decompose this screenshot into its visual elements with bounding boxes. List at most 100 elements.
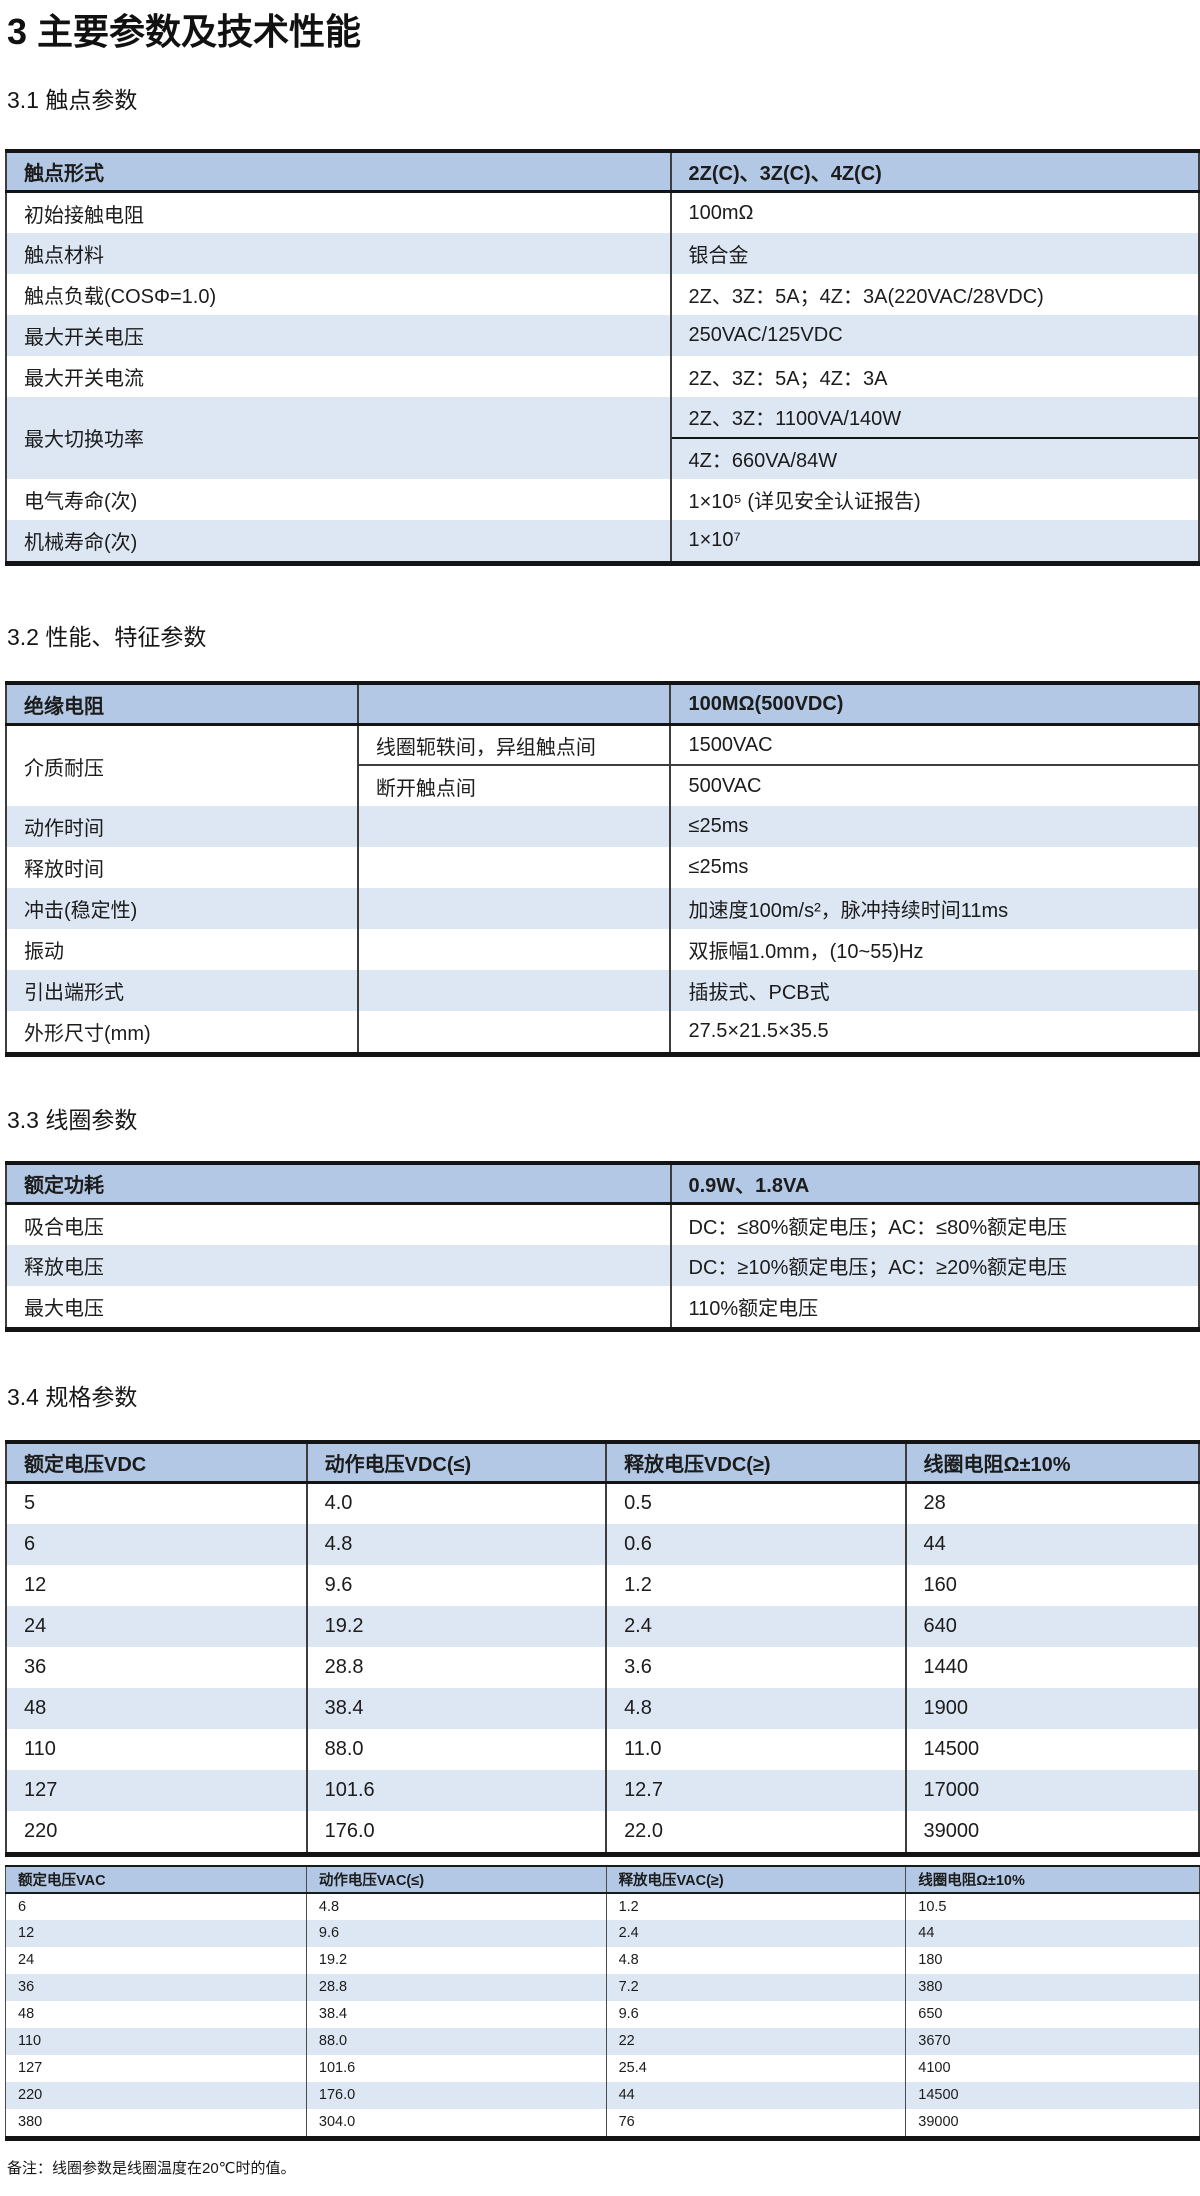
- cell: 650: [905, 2000, 1200, 2028]
- cell: 2.4: [605, 1919, 906, 1947]
- table-row: 127 101.6 25.4 4100: [5, 2054, 1200, 2082]
- footnote: 备注：线圈参数是线圈温度在20℃时的值。: [7, 2159, 296, 2177]
- row-empty-cell: [356, 1011, 671, 1053]
- table-header-row: 额定电压VAC 动作电压VAC(≤) 释放电压VAC(≥) 线圈电阻Ω±10%: [5, 1865, 1200, 1894]
- header-value-cell: 2Z(C)、3Z(C)、4Z(C): [669, 150, 1200, 194]
- cell: 3.6: [605, 1646, 906, 1688]
- table-row: 36 28.8 7.2 380: [5, 1973, 1200, 2001]
- header-label-cell: 触点形式: [5, 150, 671, 194]
- cell: 17000: [904, 1769, 1200, 1811]
- coil-parameters-table: 额定功耗 0.9W、1.8VA 吸合电压 DC：≤80%额定电压；AC：≤80%…: [5, 1160, 1200, 1327]
- table-header-row: 触点形式 2Z(C)、3Z(C)、4Z(C): [5, 150, 1200, 194]
- cell: 14500: [904, 1728, 1200, 1770]
- cell: 28.8: [305, 1973, 607, 2001]
- cell: 1.2: [605, 1564, 906, 1606]
- row-value-cell: DC：≥10%额定电压；AC：≥20%额定电压: [669, 1244, 1200, 1286]
- table-row: 12 9.6 1.2 160: [5, 1564, 1200, 1606]
- row-label-cell: 机械寿命(次): [5, 519, 671, 561]
- table-row: 断开触点间 500VAC: [6, 765, 1200, 807]
- header-value-cell: 100MΩ(500VDC): [669, 683, 1200, 726]
- cell: 24: [5, 1946, 307, 1974]
- cell: 14500: [905, 2081, 1200, 2109]
- header-cell: 额定电压VAC: [5, 1865, 307, 1894]
- cell: 88.0: [305, 1728, 607, 1770]
- performance-parameters-table: 绝缘电阻 100MΩ(500VDC) 介质耐压 线圈轭轶间，异组触点间 1500…: [5, 681, 1200, 1053]
- row-value-cell: 27.5×21.5×35.5: [669, 1011, 1200, 1053]
- cell: 12: [5, 1919, 307, 1947]
- row-label-cell: 介质耐压: [5, 724, 358, 807]
- table-header-row: 绝缘电阻 100MΩ(500VDC): [5, 683, 1200, 726]
- row-value-cell: 100mΩ: [669, 191, 1200, 233]
- row-value-cell: 250VAC/125VDC: [669, 314, 1200, 356]
- cell: 0.5: [605, 1482, 906, 1524]
- cell: 44: [904, 1523, 1200, 1565]
- row-label-cell: 吸合电压: [5, 1203, 671, 1245]
- table-row: 初始接触电阻 100mΩ: [5, 191, 1200, 233]
- table-row: 最大开关电压 250VAC/125VDC: [5, 314, 1200, 356]
- row-label-cell: 释放时间: [5, 847, 358, 889]
- cell: 19.2: [305, 1946, 607, 1974]
- cell: 1440: [904, 1646, 1200, 1688]
- cell: 220: [5, 1810, 307, 1852]
- table-row: 介质耐压 线圈轭轶间，异组触点间 1500VAC: [5, 724, 1200, 807]
- cell: 44: [605, 2081, 906, 2109]
- row-label-cell: 冲击(稳定性): [5, 888, 358, 930]
- table-row: 220 176.0 44 14500: [5, 2081, 1200, 2109]
- table-row: 释放时间 ≤25ms: [5, 847, 1200, 889]
- cell: 39000: [904, 1810, 1200, 1852]
- header-cell: 线圈电阻Ω±10%: [905, 1865, 1200, 1894]
- row-empty-cell: [356, 806, 671, 848]
- cell: 101.6: [305, 1769, 607, 1811]
- row-value-cell: 110%额定电压: [669, 1285, 1200, 1327]
- row-label-cell: 最大电压: [5, 1285, 671, 1327]
- header-cell: 额定电压VDC: [5, 1441, 307, 1485]
- row-value-cell: 银合金: [669, 232, 1200, 274]
- cell: 39000: [905, 2108, 1200, 2136]
- spec-vac-table: 额定电压VAC 动作电压VAC(≤) 释放电压VAC(≥) 线圈电阻Ω±10% …: [5, 1864, 1200, 2136]
- cell: 1900: [904, 1687, 1200, 1729]
- row-label-cell: 最大开关电流: [5, 355, 671, 397]
- row-label-cell: 引出端形式: [5, 970, 358, 1012]
- table-row: 36 28.8 3.6 1440: [5, 1646, 1200, 1688]
- table-row: 24 19.2 4.8 180: [5, 1946, 1200, 1974]
- header-label-cell: 额定功耗: [5, 1162, 671, 1206]
- table-end-rule: [5, 560, 1200, 566]
- row-value-cell: 1×10⁷: [669, 519, 1200, 561]
- header-cell: 动作电压VDC(≤): [305, 1441, 607, 1485]
- row-label-cell: 触点负载(COSΦ=1.0): [5, 273, 671, 315]
- section-heading-performance: 3.2 性能、特征参数: [7, 623, 207, 650]
- cell: 0.6: [605, 1523, 906, 1565]
- header-cell: 释放电压VDC(≥): [605, 1441, 906, 1485]
- cell: 25.4: [605, 2054, 906, 2082]
- cell: 36: [5, 1646, 307, 1688]
- table-row: 110 88.0 11.0 14500: [5, 1728, 1200, 1770]
- table-row: 380 304.0 76 39000: [5, 2108, 1200, 2136]
- cell: 19.2: [305, 1605, 607, 1647]
- row-value-cell: 插拔式、PCB式: [669, 970, 1200, 1012]
- cell: 11.0: [605, 1728, 906, 1770]
- table-row: 48 38.4 4.8 1900: [5, 1687, 1200, 1729]
- table-end-rule: [5, 1851, 1200, 1857]
- row-empty-cell: [356, 888, 671, 930]
- row-value-cell: 1×10⁵ (详见安全认证报告): [669, 478, 1200, 520]
- cell: 380: [905, 1973, 1200, 2001]
- table-header-row: 额定电压VDC 动作电压VDC(≤) 释放电压VDC(≥) 线圈电阻Ω±10%: [5, 1441, 1200, 1485]
- cell: 4100: [905, 2054, 1200, 2082]
- header-cell: 动作电压VAC(≤): [305, 1865, 607, 1894]
- table-row: 触点材料 银合金: [5, 232, 1200, 274]
- cell: 127: [5, 1769, 307, 1811]
- table-row: 吸合电压 DC：≤80%额定电压；AC：≤80%额定电压: [5, 1203, 1200, 1245]
- cell: 220: [5, 2081, 307, 2109]
- cell: 10.5: [905, 1892, 1200, 1920]
- spec-vdc-table: 额定电压VDC 动作电压VDC(≤) 释放电压VDC(≥) 线圈电阻Ω±10% …: [5, 1439, 1200, 1852]
- table-row: 最大切换功率 2Z、3Z：1100VA/140W: [5, 396, 1200, 479]
- row-empty-cell: [356, 970, 671, 1012]
- cell: 180: [905, 1946, 1200, 1974]
- cell: 88.0: [305, 2027, 607, 2055]
- cell: 36: [5, 1973, 307, 2001]
- cell: 176.0: [305, 2081, 607, 2109]
- row-sublabel-cell: 线圈轭轶间，异组触点间: [356, 724, 671, 767]
- table-row: 动作时间 ≤25ms: [5, 806, 1200, 848]
- table-end-rule: [5, 1052, 1200, 1058]
